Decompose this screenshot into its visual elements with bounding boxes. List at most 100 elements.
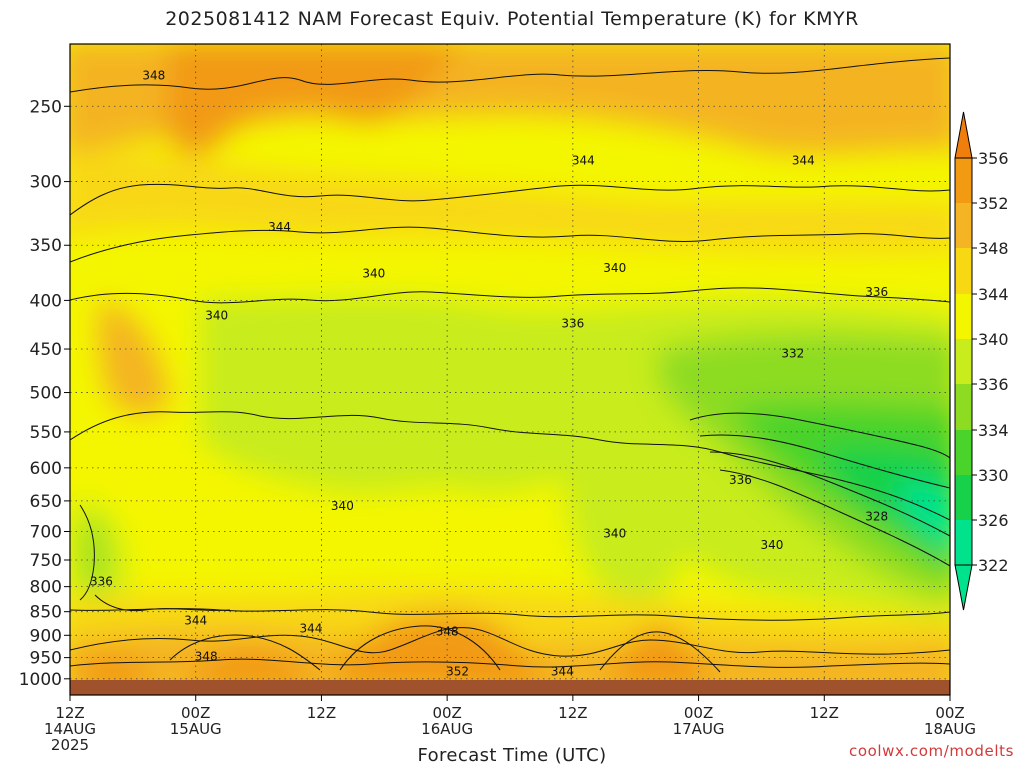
- colorbar-segment: [955, 248, 972, 294]
- x-tick-label: 2025: [51, 736, 89, 754]
- y-tick-label: 950: [30, 649, 62, 669]
- x-tick-label: 00Z: [935, 704, 964, 722]
- contour-label: 340: [603, 526, 626, 540]
- contour-line: [70, 57, 950, 93]
- field-green-south: [560, 430, 683, 610]
- x-tick-label: 15AUG: [170, 720, 222, 738]
- contour-label: 332: [781, 347, 804, 361]
- contour-label: 340: [603, 261, 626, 275]
- colorbar-label: 334: [978, 421, 1009, 440]
- contour-lines: [70, 57, 950, 673]
- y-tick-label: 300: [30, 173, 62, 193]
- y-tick-label: 700: [30, 523, 62, 543]
- y-tick-label: 400: [30, 291, 62, 311]
- plot-area: 348 344 344 344 340 340 340 336 336 332 336 328 340 3…: [70, 44, 950, 695]
- colorbar-segment: [955, 475, 972, 520]
- contour-label: 344: [551, 664, 574, 678]
- contour-line: [599, 631, 721, 673]
- field-upper-band: [70, 150, 950, 252]
- y-tick-label: 600: [30, 459, 62, 479]
- contour-label: 344: [792, 153, 815, 167]
- contour-label: 344: [299, 621, 322, 635]
- x-tick-label: 12Z: [307, 704, 336, 722]
- y-tick-label: 900: [30, 626, 62, 646]
- contour-line: [70, 608, 950, 621]
- colorbar-frame: [954, 157, 973, 566]
- colorbar-label: 356: [978, 149, 1009, 168]
- contour-line: [94, 594, 231, 612]
- contour-line: [689, 412, 950, 459]
- x-tick-label: 00Z: [181, 704, 210, 722]
- y-tick-label: 1000: [19, 670, 62, 690]
- contour-line: [169, 634, 321, 671]
- x-tick-label: 12Z: [810, 704, 839, 722]
- colorbar-label: 348: [978, 239, 1009, 258]
- contour-line: [709, 451, 950, 537]
- contour-label: 344: [184, 613, 207, 627]
- contour-labels: 348 344 344 344 340 340 340 336 336 332 336 328 340 3…: [90, 68, 888, 678]
- field-left-orange: [98, 300, 170, 415]
- colorbar-label: 352: [978, 194, 1009, 213]
- colorbar-segment: [955, 294, 972, 339]
- colorbar-bottom-arrow: [954, 564, 973, 611]
- field-upper-orange: [165, 44, 459, 157]
- x-tick-label: 14AUG: [44, 720, 96, 738]
- contour-line: [699, 434, 950, 489]
- contour-label: 340: [760, 538, 783, 552]
- contour-line: [79, 504, 95, 601]
- x-tick-label: 00Z: [684, 704, 713, 722]
- y-tick-label: 550: [30, 423, 62, 443]
- contour-label: 348: [142, 68, 165, 82]
- contour-line: [70, 287, 950, 304]
- contour-line: [339, 625, 501, 671]
- colorbar-label: 336: [978, 375, 1009, 394]
- contour-line: [719, 469, 950, 567]
- contour-label: 348: [436, 625, 459, 639]
- colorbar-label: 340: [978, 330, 1009, 349]
- x-tick-label: 18AUG: [924, 720, 976, 738]
- colorbar-label: 322: [978, 556, 1009, 575]
- plot-frame: [69, 43, 951, 696]
- colorbar-label: 330: [978, 466, 1009, 485]
- field-cold-core: [900, 480, 950, 555]
- contour-line: [70, 627, 950, 657]
- colorbar-segment: [955, 203, 972, 248]
- x-axis-title: Forecast Time (UTC): [417, 745, 607, 766]
- field-surface-warm-1: [340, 613, 545, 690]
- contour-label: 348: [195, 649, 218, 663]
- contour-line: [70, 183, 950, 216]
- field-surface-warm-3: [180, 649, 320, 690]
- x-tick-label: 17AUG: [673, 720, 725, 738]
- contour-label: 336: [561, 316, 584, 330]
- colorbar-segment: [955, 339, 972, 384]
- y-tick-label: 350: [30, 236, 62, 256]
- contour-label: 352: [446, 664, 469, 678]
- contour-label: 340: [331, 499, 354, 513]
- colorbar-segment: [955, 430, 972, 475]
- colorbar: 322 326 330 334 336 340 344 348 352 356: [954, 111, 1009, 611]
- y-tick-label: 650: [30, 492, 62, 512]
- contour-label: 344: [572, 153, 595, 167]
- x-tick-label: 12Z: [558, 704, 587, 722]
- x-tick-label: 12Z: [55, 704, 84, 722]
- credit-link[interactable]: coolwx.com/modelts: [849, 742, 1014, 760]
- contour-label: 344: [268, 220, 291, 234]
- y-tick-label: 750: [30, 551, 62, 571]
- contour-line: [70, 226, 950, 263]
- chart-title: 2025081412 NAM Forecast Equiv. Potential…: [165, 8, 859, 30]
- colorbar-segment: [955, 520, 972, 565]
- surface-ground: [70, 680, 950, 695]
- y-tick-label: 500: [30, 384, 62, 404]
- contour-label: 340: [205, 309, 228, 323]
- contour-label: 336: [90, 574, 113, 588]
- field-left-pocket: [82, 519, 103, 589]
- contour-label: 336: [865, 285, 888, 299]
- contour-label: 340: [362, 267, 385, 281]
- y-tick-label: 450: [30, 340, 62, 360]
- colorbar-segment: [955, 384, 972, 430]
- contour-line: [70, 658, 950, 668]
- colorbar-top-arrow: [954, 111, 973, 159]
- x-tick-label: 00Z: [432, 704, 461, 722]
- x-tick-label: 16AUG: [421, 720, 473, 738]
